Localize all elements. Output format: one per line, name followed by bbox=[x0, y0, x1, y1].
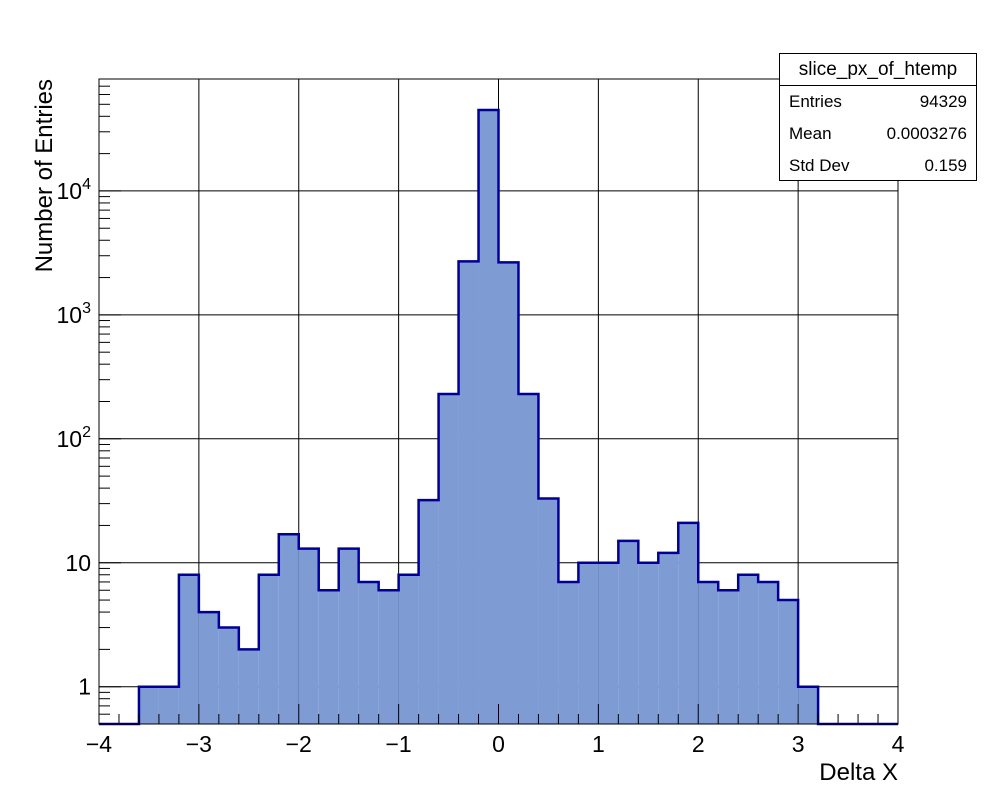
stats-row-stddev: Std Dev 0.159 bbox=[780, 150, 976, 182]
histogram-bin bbox=[578, 562, 599, 724]
histogram-bin bbox=[238, 649, 259, 724]
histogram-bin bbox=[658, 552, 679, 724]
x-tick-label: −3 bbox=[186, 731, 212, 757]
histogram-bin bbox=[638, 562, 659, 724]
x-tick-label: 0 bbox=[492, 731, 505, 757]
stats-box: slice_px_of_htemp Entries 94329 Mean 0.0… bbox=[779, 53, 977, 181]
x-tick-labels: −4 −3 −2 −1 0 1 2 3 4 bbox=[86, 731, 905, 757]
histogram-bin bbox=[538, 498, 559, 724]
y-tick-label: 10 bbox=[65, 550, 91, 576]
histogram-bin bbox=[138, 686, 159, 724]
histogram-bin bbox=[378, 590, 399, 724]
x-axis-label: Delta X bbox=[819, 759, 898, 786]
histogram-bin bbox=[338, 548, 359, 724]
y-tick-label: 1 bbox=[78, 674, 91, 700]
y-tick-labels: 1 10 102 103 104 bbox=[57, 176, 92, 700]
histogram-bin bbox=[438, 393, 459, 724]
stats-label: Std Dev bbox=[789, 156, 850, 175]
stats-label: Mean bbox=[789, 124, 832, 143]
stats-value: 0.0003276 bbox=[886, 124, 967, 143]
histogram-bin bbox=[178, 574, 199, 724]
y-tick-label: 103 bbox=[57, 300, 92, 328]
stats-row-mean: Mean 0.0003276 bbox=[780, 118, 976, 150]
axis-ticks bbox=[98, 78, 899, 725]
histogram-bin bbox=[278, 534, 299, 724]
x-tick-label: −1 bbox=[386, 731, 412, 757]
y-tick-label: 102 bbox=[57, 424, 92, 452]
histogram-bin bbox=[398, 574, 419, 724]
histogram-bin bbox=[698, 581, 719, 724]
histogram-bin bbox=[718, 590, 739, 724]
histogram-bin bbox=[498, 262, 519, 724]
histogram-bin bbox=[798, 686, 819, 724]
x-tick-label: −2 bbox=[286, 731, 312, 757]
histogram-bin bbox=[558, 581, 579, 724]
histogram-bin bbox=[478, 109, 499, 725]
stats-label: Entries bbox=[789, 92, 842, 111]
histogram-bin bbox=[158, 686, 179, 724]
histogram-bin bbox=[618, 540, 639, 724]
histogram-bin bbox=[518, 393, 539, 724]
histogram-bin bbox=[198, 612, 219, 724]
stats-value: 0.159 bbox=[924, 156, 967, 175]
y-tick-label: 104 bbox=[57, 176, 92, 204]
stats-row-entries: Entries 94329 bbox=[780, 86, 976, 118]
histogram-bin bbox=[678, 522, 699, 724]
histogram-bin bbox=[258, 574, 279, 724]
stats-value: 94329 bbox=[919, 92, 967, 111]
histogram-bin bbox=[418, 500, 439, 724]
histogram-bin bbox=[458, 261, 479, 724]
x-tick-label: 2 bbox=[692, 731, 705, 757]
histogram-bin bbox=[778, 600, 799, 724]
histogram-bars bbox=[99, 108, 898, 726]
histogram-bin bbox=[318, 590, 339, 724]
stats-title: slice_px_of_htemp bbox=[780, 54, 976, 86]
histogram-outline bbox=[99, 108, 898, 726]
x-tick-label: 1 bbox=[592, 731, 605, 757]
y-axis-label: Number of Entries bbox=[31, 79, 58, 272]
histogram-bin bbox=[358, 581, 379, 724]
histogram-bin bbox=[298, 548, 319, 724]
x-tick-label: 3 bbox=[792, 731, 805, 757]
histogram-bin bbox=[758, 581, 779, 724]
histogram-bin bbox=[598, 562, 619, 724]
x-tick-label: 4 bbox=[892, 731, 905, 757]
histogram-bin bbox=[218, 627, 239, 724]
x-tick-label: −4 bbox=[86, 731, 112, 757]
histogram-bin bbox=[738, 574, 759, 724]
